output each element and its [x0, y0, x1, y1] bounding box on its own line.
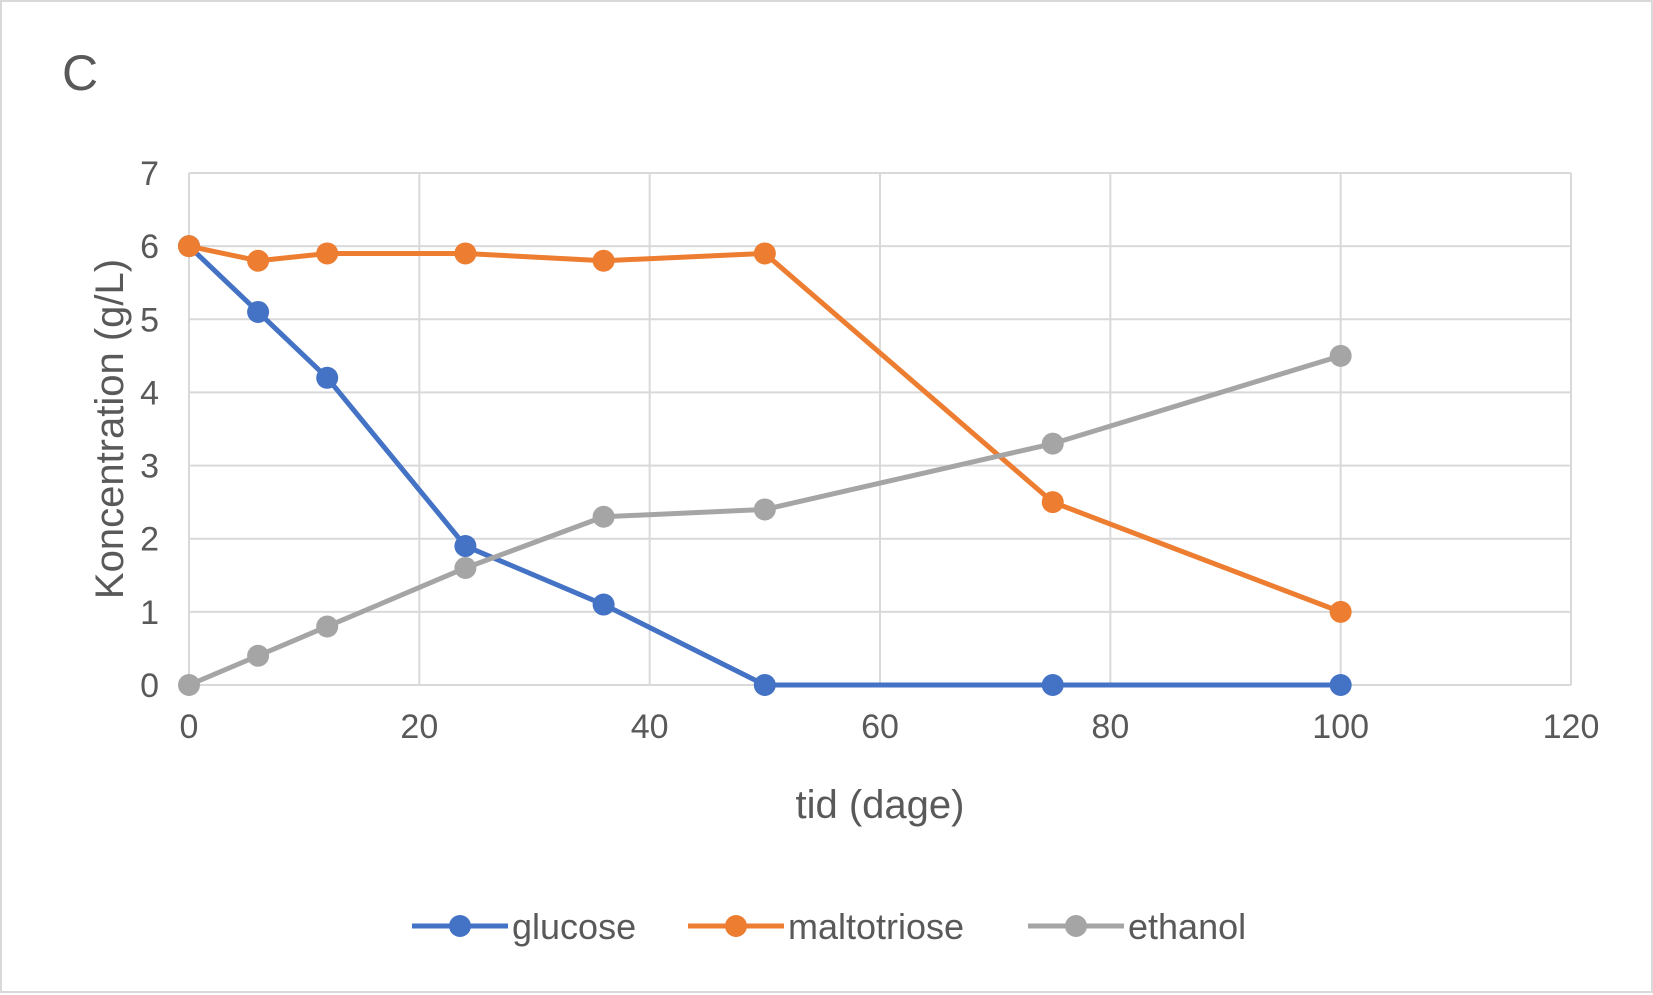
y-tick-label: 6: [140, 228, 159, 266]
data-point-maltotriose: [1329, 600, 1352, 623]
y-tick-label: 3: [140, 448, 159, 486]
x-tick-label: 40: [631, 708, 669, 746]
x-tick-label: 80: [1091, 708, 1129, 746]
x-tick-label: 120: [1543, 708, 1600, 746]
data-point-ethanol: [316, 615, 339, 638]
x-tick-label: 0: [180, 708, 199, 746]
series-maltotriose: [178, 235, 1352, 623]
data-point-maltotriose: [1041, 491, 1064, 514]
y-tick-label: 2: [140, 521, 159, 559]
data-point-maltotriose: [178, 235, 200, 258]
x-axis-ticks: 0 20 40 60 80 100 120: [180, 708, 1600, 746]
legend-swatch-marker: [725, 915, 747, 937]
series-ethanol: [178, 344, 1352, 696]
data-point-glucose: [1041, 674, 1064, 696]
x-tick-label: 20: [400, 708, 438, 746]
series-line-maltotriose: [186, 243, 1344, 615]
y-tick-label: 0: [140, 667, 159, 705]
data-point-ethanol: [178, 674, 200, 696]
data-point-glucose: [316, 366, 339, 389]
x-axis-title: tid (dage): [796, 783, 965, 827]
data-point-maltotriose: [316, 242, 339, 265]
gridlines: [188, 172, 1572, 686]
data-point-glucose: [592, 593, 615, 616]
data-point-maltotriose: [592, 249, 615, 272]
legend-item-glucose: glucose: [412, 906, 636, 947]
legend-label: glucose: [512, 906, 636, 947]
data-point-ethanol: [592, 505, 615, 528]
data-point-glucose: [753, 674, 776, 696]
legend-item-ethanol: ethanol: [1028, 906, 1246, 947]
data-point-ethanol: [753, 498, 776, 521]
data-point-ethanol: [454, 556, 477, 579]
series-line-ethanol: [186, 353, 1344, 688]
legend: glucose maltotriose ethanol: [412, 906, 1246, 947]
data-point-maltotriose: [247, 249, 270, 272]
x-tick-label: 100: [1312, 708, 1369, 746]
legend-swatch-marker: [1065, 915, 1087, 937]
data-point-glucose: [454, 535, 477, 558]
legend-label: maltotriose: [788, 906, 964, 947]
data-point-glucose: [247, 300, 270, 323]
legend-label: ethanol: [1128, 906, 1246, 947]
series-layer: [178, 235, 1352, 696]
data-point-ethanol: [1041, 432, 1064, 455]
y-tick-label: 4: [140, 374, 159, 412]
y-tick-label: 1: [140, 594, 159, 632]
y-axis-title: Koncentration (g/L): [88, 259, 132, 599]
y-tick-label: 7: [140, 155, 159, 193]
series-line-glucose: [186, 243, 1344, 688]
legend-swatch-marker: [449, 915, 471, 937]
data-point-maltotriose: [454, 242, 477, 265]
data-point-ethanol: [247, 644, 270, 667]
y-tick-label: 5: [140, 301, 159, 339]
legend-item-maltotriose: maltotriose: [688, 906, 964, 947]
data-point-glucose: [1329, 674, 1352, 696]
x-tick-label: 60: [861, 708, 899, 746]
data-point-ethanol: [1329, 344, 1352, 367]
chart-title: C: [62, 45, 98, 101]
y-axis-ticks: 0 1 2 3 4 5 6 7: [140, 155, 159, 705]
data-point-maltotriose: [753, 242, 776, 265]
